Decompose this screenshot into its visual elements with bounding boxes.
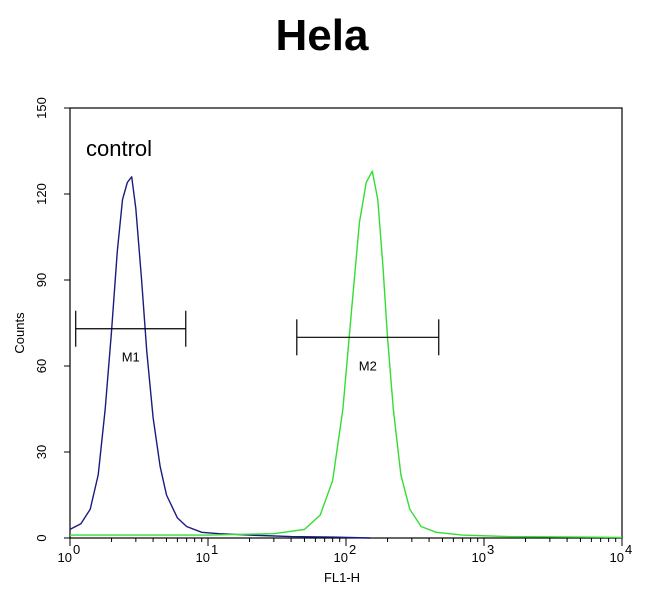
x-tick-exponent: 2	[349, 542, 356, 557]
y-axis-ticks: 0 30 60 90 120 150	[34, 97, 70, 542]
x-tick-exponent: 3	[487, 542, 494, 557]
x-tick-label: 10	[610, 550, 624, 565]
x-tick-exponent: 0	[73, 542, 80, 557]
y-tick-label: 90	[34, 273, 49, 287]
x-tick-label: 10	[58, 550, 72, 565]
histogram-series-1	[69, 176, 371, 539]
x-tick-label: 10	[196, 550, 210, 565]
plot-frame	[69, 107, 623, 539]
gate-label: M1	[122, 350, 140, 365]
x-tick-label: 10	[334, 550, 348, 565]
y-tick-label: 120	[34, 183, 49, 205]
y-tick-label: 0	[34, 534, 49, 541]
plot-border	[69, 107, 623, 539]
chart-title: Hela	[276, 11, 369, 60]
x-tick-exponent: 1	[211, 542, 218, 557]
histogram-series-2	[70, 170, 623, 539]
x-axis-label: FL1-H	[324, 570, 360, 585]
x-tick-exponent: 4	[625, 542, 632, 557]
y-tick-label: 30	[34, 445, 49, 459]
gate-label: M2	[359, 358, 377, 373]
series-layer	[69, 170, 623, 539]
y-axis-label: Counts	[12, 312, 27, 354]
control-annotation: control	[86, 136, 152, 161]
y-tick-label: 60	[34, 359, 49, 373]
y-tick-label: 150	[34, 97, 49, 119]
x-tick-label: 10	[472, 550, 486, 565]
gate-markers: M1 M2	[75, 310, 440, 373]
